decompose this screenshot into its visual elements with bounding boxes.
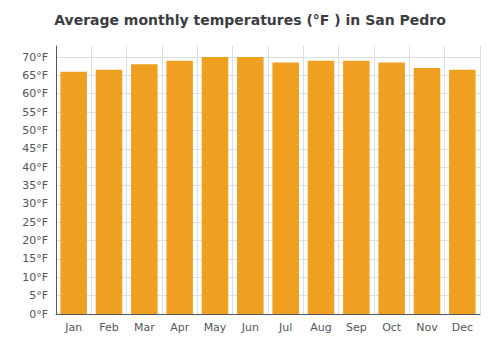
svg-text:Sep: Sep	[346, 321, 367, 334]
svg-text:70°F: 70°F	[22, 51, 48, 64]
svg-text:5°F: 5°F	[29, 289, 48, 302]
svg-text:Jun: Jun	[241, 321, 259, 334]
svg-text:45°F: 45°F	[22, 142, 48, 155]
svg-text:65°F: 65°F	[22, 69, 48, 82]
svg-text:Average monthly temperatures (: Average monthly temperatures (°F ) in Sa…	[54, 12, 446, 28]
svg-text:30°F: 30°F	[22, 197, 48, 210]
svg-text:Apr: Apr	[170, 321, 190, 334]
svg-text:25°F: 25°F	[22, 216, 48, 229]
svg-text:Jul: Jul	[278, 321, 292, 334]
svg-text:Mar: Mar	[134, 321, 155, 334]
svg-text:Dec: Dec	[452, 321, 473, 334]
svg-text:May: May	[204, 321, 227, 334]
svg-text:35°F: 35°F	[22, 179, 48, 192]
svg-text:10°F: 10°F	[22, 271, 48, 284]
svg-text:55°F: 55°F	[22, 106, 48, 119]
svg-text:Oct: Oct	[382, 321, 402, 334]
svg-text:60°F: 60°F	[22, 87, 48, 100]
svg-text:15°F: 15°F	[22, 252, 48, 265]
svg-text:Jan: Jan	[64, 321, 82, 334]
svg-text:40°F: 40°F	[22, 161, 48, 174]
svg-text:Feb: Feb	[99, 321, 118, 334]
svg-text:20°F: 20°F	[22, 234, 48, 247]
svg-text:0°F: 0°F	[29, 308, 48, 321]
svg-text:Aug: Aug	[310, 321, 331, 334]
svg-text:Nov: Nov	[416, 321, 438, 334]
svg-text:50°F: 50°F	[22, 124, 48, 137]
